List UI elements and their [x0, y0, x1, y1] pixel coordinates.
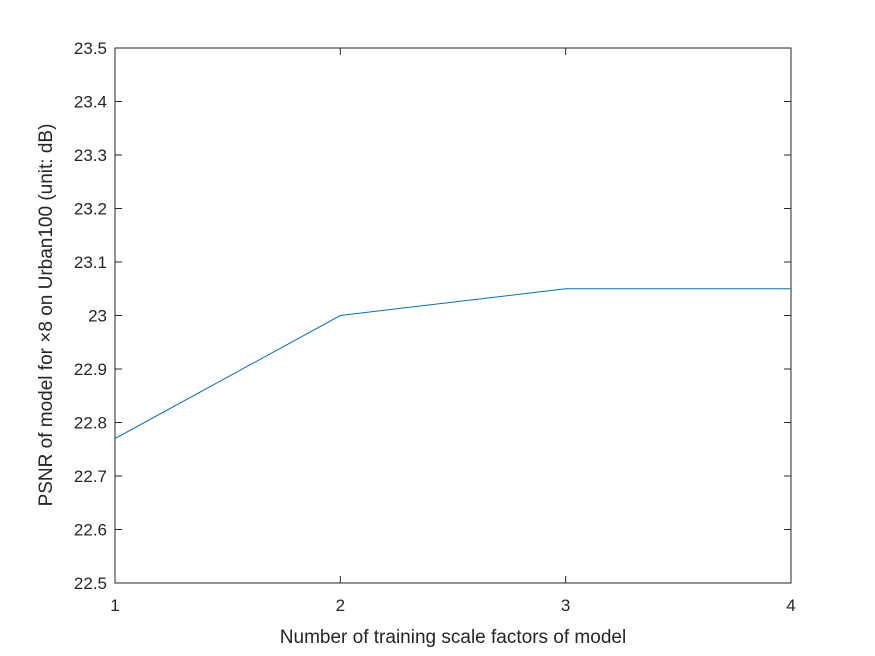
y-tick-label: 23.3	[74, 146, 107, 165]
y-axis: 22.5 22.6 22.7 22.8 22.9 23 23.1 23.2 23.3 23.4 23…	[74, 39, 791, 593]
y-tick-label: 23.4	[74, 93, 107, 112]
y-axis-label: PSNR of model for ×8 on Urban100 (unit: …	[36, 124, 57, 507]
x-axis-label: Number of training scale factors of mode…	[280, 627, 626, 648]
x-axis: 1 2 3 4	[110, 48, 796, 615]
x-tick-label: 4	[786, 596, 795, 615]
y-tick-label: 22.7	[74, 467, 107, 486]
plot-area	[114, 47, 792, 584]
series-line-0	[114, 288, 791, 439]
y-tick-label: 23.5	[74, 39, 107, 58]
y-tick-label: 22.8	[74, 414, 107, 433]
x-tick-label: 3	[561, 596, 570, 615]
y-tick-label: 22.5	[74, 574, 107, 593]
y-tick-label: 22.9	[74, 360, 107, 379]
y-tick-label: 23	[88, 307, 107, 326]
y-tick-label: 22.6	[74, 521, 107, 540]
x-tick-label: 1	[110, 596, 119, 615]
y-tick-label: 23.1	[74, 253, 107, 272]
series-group	[114, 288, 791, 439]
y-tick-label: 23.2	[74, 200, 107, 219]
x-tick-label: 2	[336, 596, 345, 615]
